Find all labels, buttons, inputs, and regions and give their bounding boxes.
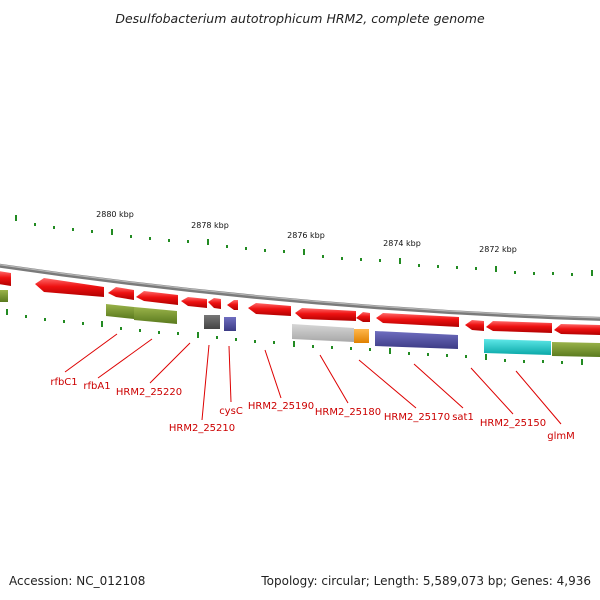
gene-label-cysC: cysC	[219, 406, 243, 417]
accession-text: Accession: NC_012108	[9, 574, 146, 588]
scale-label-2874: 2874 kbp	[383, 239, 421, 248]
feature-bar	[0, 290, 8, 302]
feature-bar	[106, 304, 134, 319]
gene-arrows-red	[0, 271, 600, 335]
genome-summary-text: Topology: circular; Length: 5,589,073 bp…	[261, 574, 591, 588]
gene-labels: rfbC1 rfbA1 HRM2_25220 HRM2_25210 cysC H…	[50, 377, 574, 442]
leader-line	[228, 345, 232, 403]
gene-arrow	[486, 321, 552, 333]
leader-line	[64, 333, 118, 373]
leader-line	[358, 359, 417, 409]
gene-arrow	[554, 324, 600, 335]
leader-line	[413, 363, 464, 409]
gene-label-sat1: sat1	[452, 412, 474, 423]
gene-arrow	[136, 291, 178, 305]
gene-arrow	[0, 271, 11, 286]
gene-label-HRM2_25220: HRM2_25220	[116, 387, 182, 398]
gene-label-HRM2_25170: HRM2_25170	[384, 412, 450, 423]
scale-ticks	[15, 215, 593, 276]
gene-arrow	[108, 287, 134, 300]
leader-line	[201, 344, 210, 421]
gene-label-HRM2_25180: HRM2_25180	[315, 407, 381, 418]
gene-label-HRM2_25150: HRM2_25150	[480, 418, 546, 429]
gene-arrow	[248, 303, 291, 316]
gene-label-glmM: glmM	[547, 431, 575, 442]
gene-arrow	[295, 308, 356, 321]
genome-backbone	[0, 263, 600, 321]
gene-label-HRM2_25190: HRM2_25190	[248, 401, 314, 412]
gene-label-rfbA1: rfbA1	[83, 381, 110, 392]
feature-bar	[204, 315, 220, 329]
scale-labels: 2880 kbp 2878 kbp 2876 kbp 2874 kbp 2872…	[96, 210, 517, 254]
feature-bar	[292, 324, 354, 342]
map-title: Desulfobacterium autotrophicum HRM2, com…	[115, 11, 485, 26]
leader-line	[97, 338, 153, 379]
leader-line	[319, 354, 349, 404]
leader-line	[470, 367, 514, 415]
scale-label-2876: 2876 kbp	[287, 231, 325, 240]
scale-label-2872: 2872 kbp	[479, 245, 517, 254]
feature-bar	[134, 307, 177, 324]
feature-bar	[224, 317, 236, 331]
gene-arrow	[356, 312, 370, 322]
inner-ticks	[6, 309, 583, 365]
gene-label-rfbC1: rfbC1	[50, 377, 77, 388]
feature-bar	[354, 329, 369, 343]
scale-label-2880: 2880 kbp	[96, 210, 134, 219]
leader-line	[264, 349, 282, 399]
genome-backbone-highlight	[0, 264, 600, 319]
gene-arrow	[181, 297, 207, 308]
gene-label-HRM2_25210: HRM2_25210	[169, 423, 235, 434]
gene-arrow	[376, 313, 459, 327]
gene-arrow	[208, 298, 221, 309]
leader-line	[515, 370, 562, 425]
scale-label-2878: 2878 kbp	[191, 221, 229, 230]
leader-line	[149, 342, 191, 384]
gene-arrow	[465, 320, 484, 331]
feature-bar	[552, 342, 600, 357]
gene-arrow	[227, 300, 238, 310]
label-leaders	[64, 333, 562, 425]
feature-bar	[375, 331, 458, 349]
feature-bar	[484, 339, 551, 355]
gene-arrow	[35, 278, 104, 297]
feature-bars	[0, 290, 600, 357]
